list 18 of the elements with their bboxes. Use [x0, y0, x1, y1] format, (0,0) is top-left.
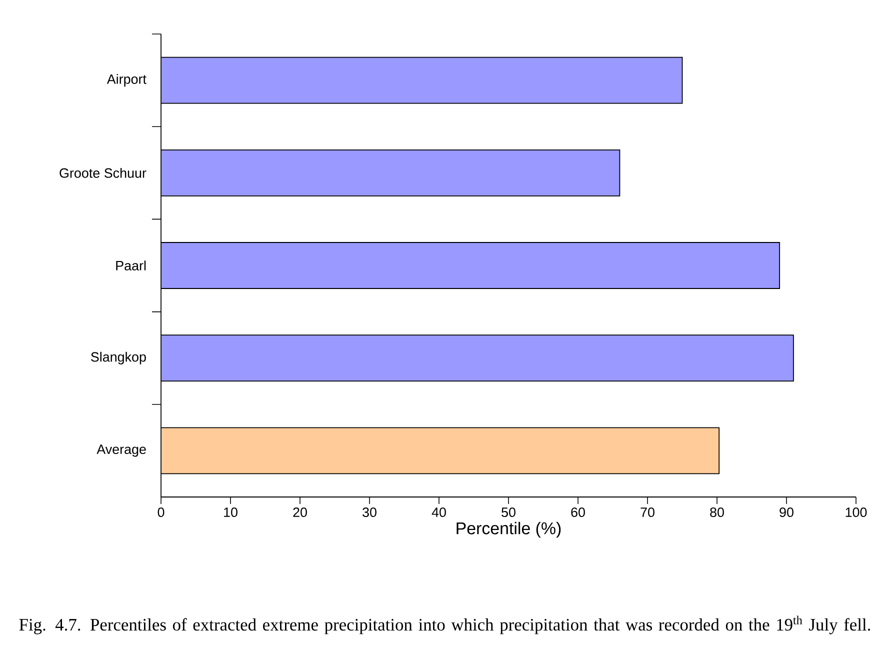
x-tick-label: 70	[640, 508, 654, 518]
x-tick-label: 80	[710, 508, 724, 518]
y-tick-label: Groote Schuur	[60, 168, 146, 178]
x-tick-label: 90	[780, 508, 794, 518]
y-tick-label: Average	[96, 444, 146, 457]
x-tick-label: 60	[571, 508, 585, 518]
x-tick-label: 100	[846, 508, 867, 518]
x-axis-title: Percentile (%)	[456, 522, 561, 538]
x-tick-label: 0	[158, 508, 164, 518]
x-tick-label: 40	[432, 508, 446, 518]
x-tick-label: 10	[224, 508, 238, 518]
y-tick-label: Paarl	[116, 260, 146, 270]
y-tick-label: Slangkop	[91, 352, 146, 364]
x-tick-label: 30	[362, 508, 376, 518]
x-tick-label: 20	[293, 508, 307, 518]
x-tick-label: 50	[502, 508, 516, 518]
y-tick-label: Airport	[106, 74, 146, 87]
caption: Fig. 4.7. Percentiles of extracted extreme precipitation into which precipitation that was recorded on the 19$^{th}$ July fell.	[19, 616, 870, 634]
